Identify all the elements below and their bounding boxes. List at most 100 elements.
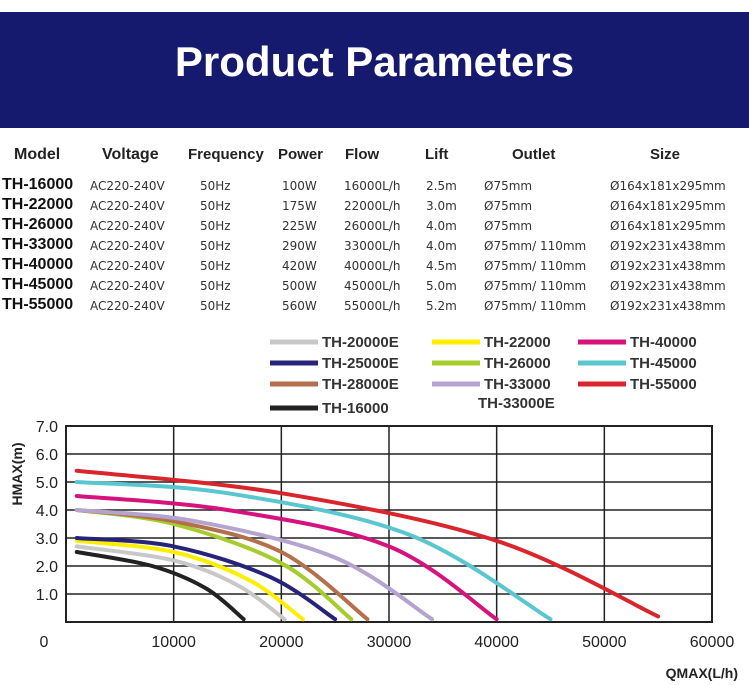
cell-lift: 4.0m: [426, 239, 457, 253]
cell-power: 290W: [282, 239, 317, 253]
cell-flow: 33000L/h: [344, 239, 401, 253]
col-header-outlet: Outlet: [512, 146, 556, 163]
x-tick-label: 40000: [474, 634, 519, 651]
legend-label: TH-55000: [630, 376, 697, 393]
cell-voltage: AC220-240V: [90, 239, 165, 253]
series-line-th-20000e: [74, 544, 287, 622]
series-line-th-40000: [74, 494, 499, 622]
chart-svg: TH-20000E TH-22000 TH-40000 TH-25000E TH-260…: [9, 334, 738, 681]
cell-flow: 45000L/h: [344, 279, 401, 293]
cell-outlet: Ø75mm/ 110mm: [484, 239, 587, 253]
cell-voltage: AC220-240V: [90, 179, 165, 193]
col-header-voltage: Voltage: [102, 146, 159, 163]
title-banner: [0, 12, 749, 128]
cell-voltage: AC220-240V: [90, 219, 165, 233]
cell-size: Ø192x231x438mm: [610, 239, 726, 253]
y-tick-label: 4.0: [36, 503, 58, 520]
cell-voltage: AC220-240V: [90, 299, 165, 313]
cell-flow: 22000L/h: [344, 199, 401, 213]
table-row: TH-26000 AC220-240V 50Hz 225W 26000L/h 4.0m Ø7…: [0, 216, 749, 236]
cell-outlet: Ø75mm/ 110mm: [484, 259, 587, 273]
x-axis-label: QMAX(L/h): [666, 665, 738, 681]
cell-model: TH-22000: [2, 196, 74, 213]
cell-model: TH-16000: [2, 176, 74, 193]
col-header-frequency: Frequency: [188, 146, 264, 163]
cell-model: TH-33000: [2, 236, 74, 253]
x-tick-label: 30000: [367, 634, 412, 651]
series-line-th-16000: [74, 550, 246, 622]
series-line-th-33000: [74, 508, 435, 622]
cell-frequency: 50Hz: [200, 199, 231, 213]
x-tick-label: 50000: [582, 634, 627, 651]
cell-voltage: AC220-240V: [90, 259, 165, 273]
cell-outlet: Ø75mm: [484, 219, 533, 233]
cell-frequency: 50Hz: [200, 279, 231, 293]
col-header-flow: Flow: [345, 146, 380, 163]
cell-outlet: Ø75mm: [484, 199, 533, 213]
cell-power: 100W: [282, 179, 317, 193]
y-tick-label: 5.0: [36, 475, 58, 492]
cell-model: TH-45000: [2, 276, 74, 293]
y-tick-label: 1.0: [36, 587, 58, 604]
cell-power: 175W: [282, 199, 317, 213]
cell-flow: 55000L/h: [344, 299, 401, 313]
cell-frequency: 50Hz: [200, 239, 231, 253]
table-row: TH-22000 AC220-240V 50Hz 175W 22000L/h 3.0m Ø7…: [0, 196, 749, 216]
legend-label: TH-26000: [484, 355, 551, 372]
legend-label: TH-22000: [484, 334, 551, 351]
table-row: TH-40000 AC220-240V 50Hz 420W 40000L/h 4.5m Ø7…: [0, 256, 749, 276]
cell-model: TH-55000: [2, 296, 74, 313]
cell-lift: 4.5m: [426, 259, 457, 273]
cell-flow: 40000L/h: [344, 259, 401, 273]
cell-model: TH-26000: [2, 216, 74, 233]
cell-lift: 3.0m: [426, 199, 457, 213]
cell-voltage: AC220-240V: [90, 279, 165, 293]
cell-frequency: 50Hz: [200, 179, 231, 193]
cell-outlet: Ø75mm/ 110mm: [484, 279, 587, 293]
col-header-model: Model: [14, 146, 61, 163]
series-line-th-55000: [74, 468, 661, 619]
cell-size: Ø192x231x438mm: [610, 279, 726, 293]
cell-outlet: Ø75mm/ 110mm: [484, 299, 587, 313]
cell-flow: 16000L/h: [344, 179, 401, 193]
table-row: TH-16000 AC220-240V 50Hz 100W 16000L/h 2.5m Ø7…: [0, 176, 749, 196]
page-title: Product Parameters: [174, 38, 575, 85]
cell-frequency: 50Hz: [200, 219, 231, 233]
legend-label: TH-25000E: [322, 355, 399, 372]
cell-size: Ø192x231x438mm: [610, 299, 726, 313]
cell-size: Ø164x181x295mm: [610, 179, 726, 193]
y-axis-label: HMAX(m): [9, 443, 25, 506]
cell-size: Ø164x181x295mm: [610, 199, 726, 213]
legend-label: TH-28000E: [322, 376, 399, 393]
cell-size: Ø192x231x438mm: [610, 259, 726, 273]
table-row: TH-45000 AC220-240V 50Hz 500W 45000L/h 5.0m Ø7…: [0, 276, 749, 296]
cell-lift: 5.0m: [426, 279, 457, 293]
cell-voltage: AC220-240V: [90, 199, 165, 213]
legend-label: TH-16000: [322, 400, 389, 417]
x-tick-label: 10000: [151, 634, 196, 651]
cell-size: Ø164x181x295mm: [610, 219, 726, 233]
y-tick-label: 2.0: [36, 559, 58, 576]
cell-frequency: 50Hz: [200, 299, 231, 313]
legend-label: TH-40000: [630, 334, 697, 351]
col-header-power: Power: [278, 146, 324, 163]
cell-power: 560W: [282, 299, 317, 313]
y-tick-label: 6.0: [36, 447, 58, 464]
cell-model: TH-40000: [2, 256, 74, 273]
series-line-th-45000: [74, 480, 553, 622]
performance-chart: TH-20000E TH-22000 TH-40000 TH-25000E TH-260…: [0, 318, 749, 685]
table-row: TH-55000 AC220-240V 50Hz 560W 55000L/h 5.2m Ø7…: [0, 296, 749, 316]
y-tick-label: 3.0: [36, 531, 58, 548]
legend-label: TH-20000E: [322, 334, 399, 351]
table-row: TH-33000 AC220-240V 50Hz 290W 33000L/h 4.0m Ø7…: [0, 236, 749, 256]
cell-lift: 4.0m: [426, 219, 457, 233]
cell-power: 225W: [282, 219, 317, 233]
series-line-th-22000: [74, 538, 305, 622]
cell-frequency: 50Hz: [200, 259, 231, 273]
cell-lift: 2.5m: [426, 179, 457, 193]
cell-power: 500W: [282, 279, 317, 293]
col-header-size: Size: [650, 146, 681, 163]
legend-label: TH-33000: [484, 376, 551, 393]
legend-label-extra: TH-33000E: [478, 395, 555, 412]
y-tick-label: 7.0: [36, 419, 58, 436]
